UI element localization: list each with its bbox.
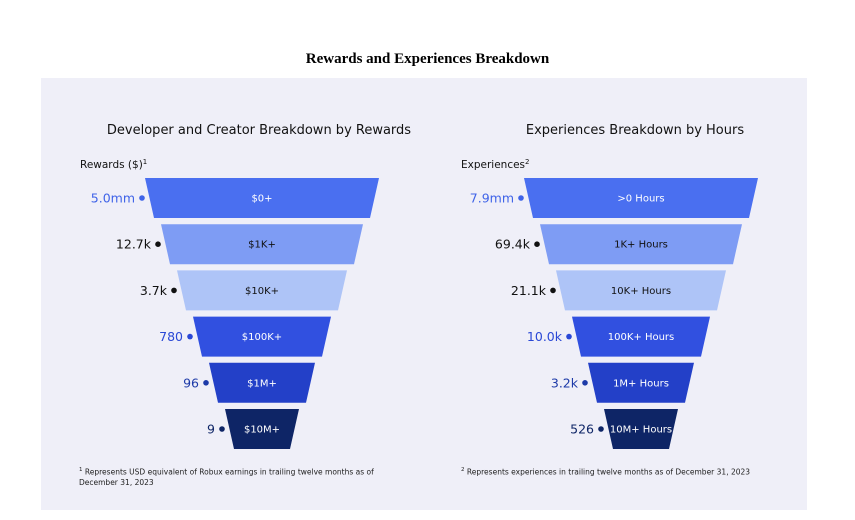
experiences-value-label-0-hours: 7.9mm bbox=[470, 191, 514, 206]
rewards-funnel-bar-0 bbox=[145, 178, 379, 218]
experiences-bar-label-10m-hours: 10M+ Hours bbox=[610, 425, 672, 436]
rewards-value-label-0: 5.0mm bbox=[91, 191, 135, 206]
experiences-bar-label-10k-hours: 10K+ Hours bbox=[611, 286, 671, 297]
rewards-chart-title: Developer and Creator Breakdown by Rewar… bbox=[107, 123, 411, 138]
rewards-funnel-bar-10m bbox=[225, 409, 299, 449]
rewards-connector-dot-10k bbox=[171, 287, 177, 294]
experiences-value-label-1m-hours: 3.2k bbox=[551, 375, 579, 390]
rewards-funnel-bar-100k bbox=[193, 316, 331, 357]
rewards-bar-label-1k: $1K+ bbox=[248, 240, 276, 251]
rewards-funnel-bar-1k bbox=[161, 224, 363, 265]
footnote-rewards-text: Represents USD equivalent of Robux earni… bbox=[79, 467, 374, 487]
experiences-funnel-bar-10m-hours bbox=[604, 409, 678, 449]
rewards-connector-dot-0 bbox=[139, 195, 145, 201]
rewards-value-label-100k: 780 bbox=[159, 329, 183, 344]
rewards-value-label-10m: 9 bbox=[207, 422, 215, 437]
footnote-experiences: 2 Represents experiences in trailing twe… bbox=[461, 465, 781, 478]
rewards-value-label-1m: 96 bbox=[183, 375, 199, 390]
experiences-value-label-100k-hours: 10.0k bbox=[527, 329, 563, 344]
rewards-value-label-10k: 3.7k bbox=[140, 283, 168, 298]
footnote-experiences-mark: 2 bbox=[461, 467, 465, 473]
experiences-funnel-bar-10k-hours bbox=[556, 270, 726, 311]
rewards-bar-label-0: $0+ bbox=[251, 194, 272, 205]
rewards-connector-dot-1m bbox=[203, 380, 209, 386]
experiences-bar-label-0-hours: >0 Hours bbox=[617, 194, 664, 205]
rewards-connector-dot-10m bbox=[219, 426, 225, 432]
experiences-bar-label-100k-hours: 100K+ Hours bbox=[608, 332, 675, 343]
experiences-axis-label: Experiences2 bbox=[461, 158, 530, 171]
footnote-rewards-mark: 1 bbox=[79, 467, 83, 473]
rewards-funnel-bar-1m bbox=[209, 362, 315, 403]
experiences-connector-dot-100k-hours bbox=[566, 333, 572, 340]
rewards-bar-label-10k: $10K+ bbox=[245, 286, 279, 297]
experiences-connector-dot-10k-hours bbox=[550, 287, 556, 294]
rewards-connector-dot-1k bbox=[155, 241, 161, 247]
experiences-funnel-bar-100k-hours bbox=[572, 316, 710, 357]
experiences-funnel-bar-0-hours bbox=[524, 178, 758, 218]
experiences-bar-label-1k-hours: 1K+ Hours bbox=[614, 240, 668, 251]
rewards-bar-label-1m: $1M+ bbox=[247, 378, 277, 389]
experiences-axis-label-footnote-mark: 2 bbox=[525, 158, 529, 166]
experiences-connector-dot-0-hours bbox=[518, 195, 524, 201]
rewards-funnel-bar-10k bbox=[177, 270, 347, 311]
experiences-connector-dot-10m-hours bbox=[598, 426, 604, 432]
experiences-value-label-1k-hours: 69.4k bbox=[495, 237, 531, 252]
rewards-bar-label-10m: $10M+ bbox=[244, 425, 280, 436]
experiences-bar-label-1m-hours: 1M+ Hours bbox=[613, 378, 669, 389]
rewards-axis-label: Rewards ($)1 bbox=[80, 158, 147, 171]
rewards-bar-label-100k: $100K+ bbox=[242, 332, 282, 343]
experiences-value-label-10m-hours: 526 bbox=[570, 422, 594, 437]
experiences-funnel-bar-1m-hours bbox=[588, 362, 694, 403]
experiences-value-label-10k-hours: 21.1k bbox=[511, 283, 547, 298]
experiences-chart-title: Experiences Breakdown by Hours bbox=[526, 123, 744, 138]
experiences-connector-dot-1k-hours bbox=[534, 241, 540, 247]
rewards-connector-dot-100k bbox=[187, 333, 193, 340]
page-title: Rewards and Experiences Breakdown bbox=[305, 51, 550, 67]
footnote-rewards: 1 Represents USD equivalent of Robux ear… bbox=[79, 465, 399, 488]
experiences-connector-dot-1m-hours bbox=[582, 380, 588, 386]
footnote-experiences-text: Represents experiences in trailing twelv… bbox=[466, 467, 751, 477]
rewards-value-label-1k: 12.7k bbox=[116, 237, 152, 252]
rewards-axis-label-footnote-mark: 1 bbox=[143, 158, 147, 166]
experiences-funnel-bar-1k-hours bbox=[540, 224, 742, 265]
